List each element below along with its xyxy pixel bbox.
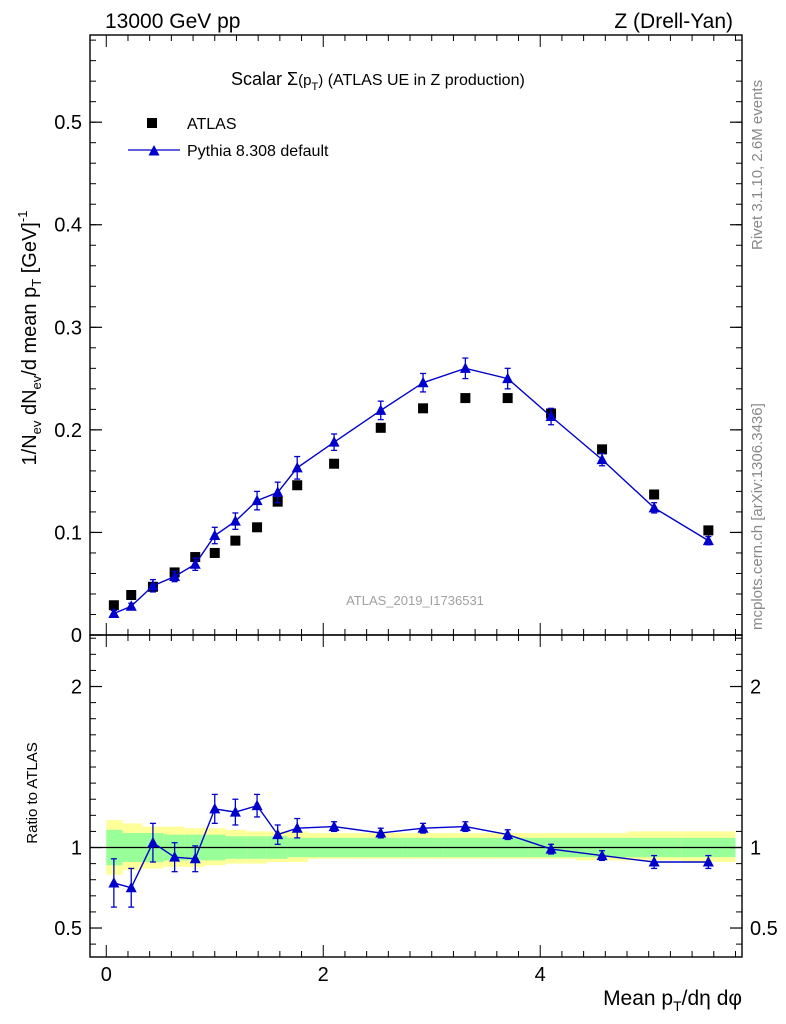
ratio-y-tick-label-right: 2 (750, 677, 761, 699)
atlas-data-point (126, 590, 137, 600)
ratio-y-tick-label-left: 2 (71, 677, 82, 699)
ratio-y-label: Ratio to ATLAS (24, 742, 41, 843)
ratio-panel-axes: 0.5 0.5 1 1 2 2 0 2 4 (54, 634, 778, 986)
ratio-data-point (648, 856, 660, 867)
atlas-data-point (190, 552, 201, 563)
atlas-data-point (460, 393, 471, 404)
ratio-data-point (272, 828, 284, 840)
main-y-tick-label: 0.4 (54, 215, 82, 237)
ratio-data-point (291, 822, 303, 833)
pythia-data-point (596, 453, 608, 465)
pythia-data-point (328, 436, 340, 447)
atlas-data-point (230, 535, 241, 546)
legend-atlas-label: ATLAS (187, 116, 237, 133)
ratio-data-point (108, 876, 120, 888)
pythia-data-point (291, 461, 303, 473)
ratio-y-tick-label-right: 1 (750, 838, 761, 860)
main-y-label: 1/Nev dNev/d mean pT [GeV]-1 (15, 211, 44, 466)
ratio-panel-series (108, 793, 714, 908)
pythia-data-point (251, 494, 263, 506)
pythia-data-point (648, 501, 660, 513)
main-y-tick-label: 0 (71, 625, 82, 647)
ratio-y-tick-label-left: 0.5 (54, 918, 82, 940)
ratio-data-point (502, 828, 514, 840)
header-process: Z (Drell-Yan) (614, 10, 733, 33)
atlas-data-point (209, 547, 220, 558)
legend-mc-label: Pythia 8.308 default (187, 143, 329, 160)
atlas-data-point (649, 489, 660, 500)
x-axis-label: Mean pT/dη dφ (603, 987, 742, 1014)
chart-title: Scalar Σ(pT) (ATLAS UE in Z production) (231, 69, 525, 93)
x-tick-label: 2 (318, 964, 329, 986)
analysis-watermark: ATLAS_2019_I1736531 (346, 593, 484, 608)
pythia-line (113, 367, 709, 615)
ratio-data-point (229, 806, 241, 817)
atlas-data-point (597, 444, 608, 455)
ratio-y-tick-label-left: 1 (71, 838, 82, 860)
pythia-data-point (169, 570, 181, 582)
pythia-data-point (459, 362, 471, 373)
pythia-data-point (545, 410, 557, 422)
main-panel-series (108, 357, 714, 618)
ratio-y-tick-label-right: 0.5 (750, 918, 778, 940)
main-y-tick-label: 0.5 (54, 112, 82, 134)
ratio-data-point (169, 851, 181, 862)
ratio-data-point (417, 822, 429, 833)
main-y-tick-label: 0.1 (54, 522, 82, 544)
pythia-data-point (229, 515, 241, 526)
legend-mc-marker (148, 145, 160, 156)
pythia-data-point (147, 579, 159, 591)
ratio-data-point (125, 881, 137, 893)
atlas-data-point (418, 403, 429, 414)
pythia-data-point (502, 372, 514, 384)
ratio-frame (89, 634, 743, 958)
pythia-data-point (108, 607, 120, 618)
ratio-data-point (209, 802, 221, 814)
pythia-data-point (375, 404, 387, 415)
ratio-data-point (375, 827, 387, 838)
header-energy: 13000 GeV pp (105, 10, 240, 33)
pythia-data-point (702, 534, 714, 546)
mcplots-label: mcplots.cern.ch [arXiv:1306.3436] (749, 403, 766, 630)
atlas-data-point (329, 458, 340, 469)
ratio-data-point (189, 852, 201, 864)
rivet-label: Rivet 3.1.10, 2.6M events (749, 80, 766, 250)
x-tick-label: 0 (101, 964, 112, 986)
atlas-data-point (703, 525, 714, 536)
atlas-data-point (252, 522, 263, 533)
atlas-data-point (108, 600, 119, 611)
ratio-data-point (251, 799, 263, 811)
ratio-data-point (328, 820, 340, 832)
main-y-tick-label: 0.2 (54, 420, 82, 442)
atlas-data-point (292, 480, 303, 491)
ratio-data-point (545, 843, 557, 854)
pythia-data-point (209, 529, 221, 541)
pythia-data-point (417, 376, 429, 388)
ratio-data-point (459, 820, 471, 832)
atlas-data-point (375, 422, 386, 433)
pythia-data-point (189, 558, 201, 569)
legend-atlas-marker (147, 118, 157, 128)
main-panel-axes: 0 0.1 0.2 0.3 0.4 0.5 (54, 34, 743, 647)
ratio-data-point (702, 856, 714, 867)
main-y-tick-label: 0.3 (54, 317, 82, 339)
ratio-data-point (147, 836, 159, 848)
x-tick-label: 4 (535, 964, 546, 986)
pythia-data-point (272, 486, 284, 497)
atlas-data-point (502, 393, 513, 404)
ratio-data-point (596, 849, 608, 861)
pythia-data-point (125, 600, 137, 611)
